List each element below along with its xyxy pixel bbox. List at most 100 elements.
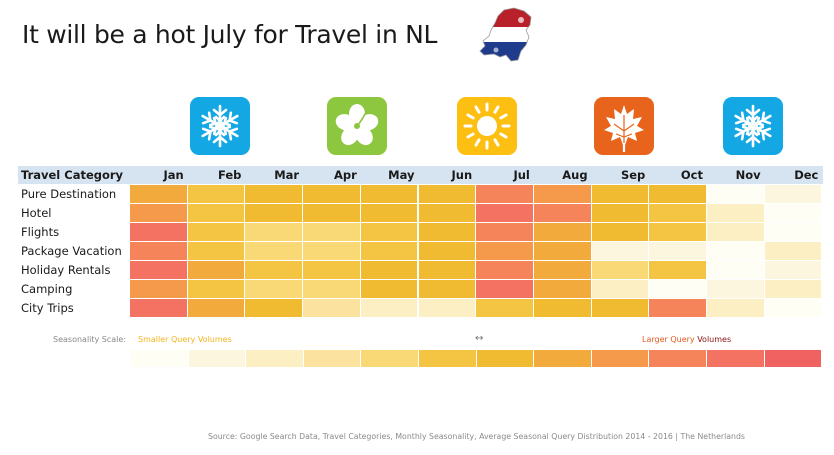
heatmap-cell <box>360 204 418 222</box>
month-header: May <box>388 168 415 182</box>
category-label: Flights <box>21 225 60 239</box>
category-label: Pure Destination <box>21 187 117 201</box>
snowflake-icon <box>723 97 783 155</box>
scale-low-label: Smaller Query Volumes <box>138 335 232 344</box>
heatmap-cell <box>418 242 476 260</box>
heatmap-cell <box>245 242 303 260</box>
heatmap-cell <box>649 185 706 203</box>
heatmap-cell <box>476 223 533 241</box>
heatmap-cell <box>764 223 822 241</box>
heatmap-cell <box>707 223 764 241</box>
heatmap-cell <box>533 242 591 260</box>
heatmap-cell <box>360 280 418 298</box>
scale-swatch <box>303 350 361 367</box>
month-header: Jul <box>513 168 530 182</box>
month-header: Oct <box>680 168 703 182</box>
heatmap-cell <box>360 242 418 260</box>
heatmap-cell <box>360 299 418 317</box>
heatmap-cell <box>245 280 303 298</box>
heatmap-cell <box>649 223 706 241</box>
heatmap-cell <box>591 185 649 203</box>
heatmap-cell <box>303 204 360 222</box>
scale-swatch <box>649 350 706 367</box>
heatmap-cell <box>649 261 706 279</box>
month-header: Mar <box>274 168 300 182</box>
heatmap-cell <box>591 261 649 279</box>
heatmap-cell <box>130 223 187 241</box>
month-header: Jan <box>163 168 184 182</box>
snowflake-icon <box>190 97 250 155</box>
scale-high-label-part2: Volumes <box>694 335 732 344</box>
heatmap-cell <box>360 223 418 241</box>
heatmap-cell <box>303 185 360 203</box>
heatmap-header-bar <box>18 166 823 184</box>
heatmap-cell <box>591 223 649 241</box>
heatmap-cell <box>245 261 303 279</box>
month-header: Dec <box>794 168 819 182</box>
scale-high-label-part1: Larger Query <box>642 335 695 344</box>
autumn-leaf-icon <box>594 97 654 155</box>
scale-arrow: ↔ <box>475 333 484 344</box>
scale-swatch <box>476 350 534 367</box>
heatmap-cell <box>649 299 706 317</box>
heatmap-cell <box>707 299 764 317</box>
heatmap-cell <box>533 280 591 298</box>
category-label: Holiday Rentals <box>21 263 111 277</box>
heatmap-cell <box>649 242 706 260</box>
month-header: Feb <box>217 168 242 182</box>
heatmap-cell <box>418 280 476 298</box>
heatmap-cell <box>707 204 764 222</box>
heatmap-cell <box>533 299 591 317</box>
heatmap-cell <box>187 223 245 241</box>
month-header: Apr <box>333 168 357 182</box>
heatmap-cell <box>245 185 303 203</box>
scale-label: Seasonality Scale: <box>53 335 127 344</box>
heatmap-cell <box>130 242 187 260</box>
month-header: Nov <box>735 168 761 182</box>
heatmap-cell <box>245 204 303 222</box>
heatmap-cell <box>303 261 360 279</box>
scale-swatch <box>131 350 188 367</box>
scale-swatch <box>188 350 246 367</box>
heatmap-cell <box>707 185 764 203</box>
heatmap-cell <box>187 242 245 260</box>
category-label: Hotel <box>21 206 52 220</box>
heatmap-cell <box>130 261 187 279</box>
heatmap-cell <box>476 204 533 222</box>
source-note: Source: Google Search Data, Travel Categ… <box>208 432 745 441</box>
heatmap-cell <box>187 280 245 298</box>
netherlands-map-flag-icon <box>479 7 532 62</box>
heatmap-cell <box>649 280 706 298</box>
heatmap-cell <box>591 242 649 260</box>
heatmap-cell <box>476 185 533 203</box>
heatmap-cell <box>764 204 822 222</box>
heatmap-cell <box>130 299 187 317</box>
heatmap-cell <box>245 299 303 317</box>
heatmap-cell <box>187 261 245 279</box>
scale-swatch <box>534 350 591 367</box>
heatmap-cell <box>418 299 476 317</box>
heatmap-cell <box>533 204 591 222</box>
heatmap-cell <box>360 261 418 279</box>
scale-swatch <box>764 350 822 367</box>
heatmap-cell <box>764 185 822 203</box>
heatmap-cell <box>130 185 187 203</box>
heatmap-cell <box>418 261 476 279</box>
heatmap-cell <box>707 242 764 260</box>
heatmap-cell <box>707 280 764 298</box>
corner-label: Travel Category <box>21 168 124 182</box>
heatmap-cell <box>303 299 360 317</box>
heatmap-cell <box>764 299 822 317</box>
sun-icon <box>457 97 517 155</box>
heatmap-cell <box>418 223 476 241</box>
heatmap-cell <box>764 242 822 260</box>
heatmap-cell <box>187 204 245 222</box>
scale-swatch <box>361 350 418 367</box>
heatmap-cell <box>418 204 476 222</box>
heatmap-cell <box>476 261 533 279</box>
heatmap-cell <box>591 204 649 222</box>
heatmap-cell <box>764 261 822 279</box>
page-title: It will be a hot July for Travel in NL <box>22 20 438 49</box>
scale-swatch <box>419 350 476 367</box>
heatmap-cell <box>476 242 533 260</box>
